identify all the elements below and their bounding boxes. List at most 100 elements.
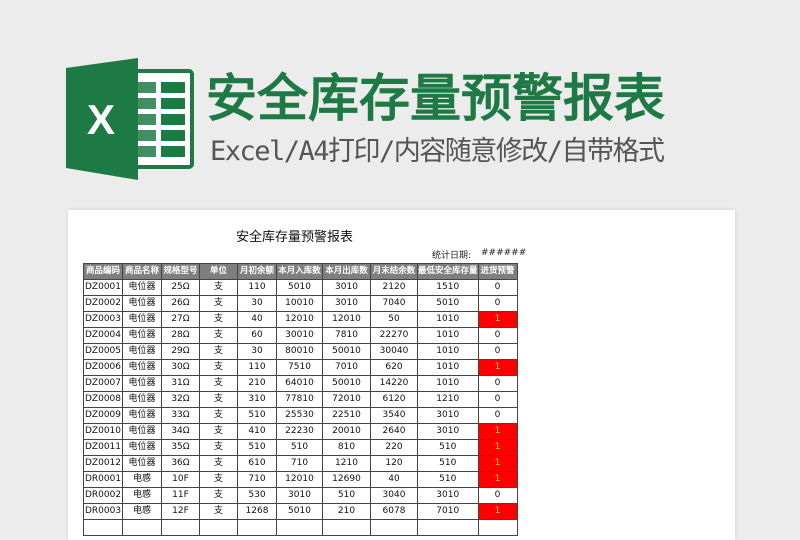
table-cell[interactable]: DR0001	[83, 471, 123, 488]
column-header[interactable]: 月末结余数	[370, 263, 418, 280]
table-cell[interactable]: 12010	[276, 471, 323, 488]
table-cell[interactable]	[370, 519, 418, 536]
table-cell[interactable]: 支	[199, 439, 238, 456]
warning-cell[interactable]: 0	[477, 279, 518, 296]
table-cell[interactable]: 1010	[417, 327, 479, 344]
table-cell[interactable]	[417, 519, 479, 536]
table-cell[interactable]: 支	[199, 503, 238, 520]
table-cell[interactable]: 50	[370, 311, 418, 328]
table-cell[interactable]: 26Ω	[161, 295, 200, 312]
warning-cell[interactable]: 1	[477, 439, 518, 456]
table-cell[interactable]: 64010	[276, 375, 323, 392]
table-cell[interactable]: 22510	[322, 407, 371, 424]
table-cell[interactable]: 1210	[322, 455, 371, 472]
table-cell[interactable]: 支	[199, 279, 238, 296]
table-cell[interactable]: 1010	[417, 359, 479, 376]
table-cell[interactable]	[199, 519, 238, 536]
table-cell[interactable]: 7010	[417, 503, 479, 520]
table-cell[interactable]: 31Ω	[161, 375, 200, 392]
warning-cell[interactable]: 0	[477, 487, 518, 504]
table-cell[interactable]: 310	[237, 391, 277, 408]
table-cell[interactable]: DZ0004	[83, 327, 123, 344]
table-cell[interactable]: 620	[370, 359, 418, 376]
table-cell[interactable]: 1268	[237, 503, 277, 520]
table-cell[interactable]: 电位器	[122, 439, 162, 456]
table-cell[interactable]: 29Ω	[161, 343, 200, 360]
column-header[interactable]: 规格型号	[161, 263, 200, 280]
table-cell[interactable]: 510	[417, 471, 479, 488]
table-cell[interactable]: 电位器	[122, 295, 162, 312]
table-cell[interactable]: 7510	[276, 359, 323, 376]
table-cell[interactable]: 710	[276, 455, 323, 472]
table-cell[interactable]: 110	[237, 359, 277, 376]
column-header[interactable]: 商品编码	[83, 263, 123, 280]
table-cell[interactable]: 28Ω	[161, 327, 200, 344]
table-cell[interactable]: 支	[199, 327, 238, 344]
table-cell[interactable]: 72010	[322, 391, 371, 408]
table-cell[interactable]: 1010	[417, 343, 479, 360]
table-cell[interactable]: 11F	[161, 487, 200, 504]
table-cell[interactable]: 电位器	[122, 311, 162, 328]
table-cell[interactable]: 7010	[322, 359, 371, 376]
table-cell[interactable]: 3540	[370, 407, 418, 424]
table-cell[interactable]: 77810	[276, 391, 323, 408]
table-cell[interactable]: DZ0003	[83, 311, 123, 328]
table-cell[interactable]: 510	[417, 439, 479, 456]
table-cell[interactable]: 40	[370, 471, 418, 488]
table-cell[interactable]: 1510	[417, 279, 479, 296]
table-cell[interactable]: 电位器	[122, 279, 162, 296]
column-header[interactable]: 商品名称	[122, 263, 162, 280]
table-cell[interactable]: 30	[237, 343, 277, 360]
table-cell[interactable]	[237, 519, 277, 536]
table-cell[interactable]: 3010	[322, 279, 371, 296]
table-cell[interactable]: 3010	[417, 407, 479, 424]
column-header[interactable]: 月初余额	[237, 263, 277, 280]
table-cell[interactable]: 25Ω	[161, 279, 200, 296]
warning-cell[interactable]: 1	[477, 311, 518, 328]
table-cell[interactable]: 1010	[417, 375, 479, 392]
table-cell[interactable]: 12F	[161, 503, 200, 520]
table-cell[interactable]: 30	[237, 295, 277, 312]
warning-cell[interactable]: 1	[477, 503, 518, 520]
table-cell[interactable]: 810	[322, 439, 371, 456]
table-cell[interactable]: 支	[199, 375, 238, 392]
table-cell[interactable]: 22230	[276, 423, 323, 440]
table-cell[interactable]: 510	[417, 455, 479, 472]
table-cell[interactable]: 32Ω	[161, 391, 200, 408]
table-cell[interactable]: 530	[237, 487, 277, 504]
table-cell[interactable]: 3040	[370, 487, 418, 504]
table-cell[interactable]: 12690	[322, 471, 371, 488]
table-cell[interactable]: 210	[237, 375, 277, 392]
table-cell[interactable]	[322, 519, 371, 536]
warning-cell[interactable]: 0	[477, 375, 518, 392]
warning-cell[interactable]: 0	[477, 327, 518, 344]
table-cell[interactable]: DZ0010	[83, 423, 123, 440]
table-cell[interactable]: 12010	[322, 311, 371, 328]
table-cell[interactable]: 6078	[370, 503, 418, 520]
table-cell[interactable]: 22270	[370, 327, 418, 344]
table-cell[interactable]: 60	[237, 327, 277, 344]
table-cell[interactable]: 6120	[370, 391, 418, 408]
table-cell[interactable]	[477, 519, 518, 536]
table-cell[interactable]: 7040	[370, 295, 418, 312]
table-cell[interactable]: DZ0011	[83, 439, 123, 456]
table-cell[interactable]: 支	[199, 391, 238, 408]
table-cell[interactable]: 5010	[276, 279, 323, 296]
table-cell[interactable]: 电位器	[122, 423, 162, 440]
table-cell[interactable]: DZ0008	[83, 391, 123, 408]
column-header[interactable]: 进货预警	[477, 263, 518, 280]
table-cell[interactable]: 电位器	[122, 375, 162, 392]
table-cell[interactable]: 电位器	[122, 359, 162, 376]
table-cell[interactable]: 510	[276, 439, 323, 456]
table-cell[interactable]: 50010	[322, 375, 371, 392]
warning-cell[interactable]: 0	[477, 407, 518, 424]
table-cell[interactable]: 410	[237, 423, 277, 440]
table-cell[interactable]: 220	[370, 439, 418, 456]
warning-cell[interactable]: 1	[477, 359, 518, 376]
table-cell[interactable]: 30010	[276, 327, 323, 344]
table-cell[interactable]: 33Ω	[161, 407, 200, 424]
table-cell[interactable]: 5010	[276, 503, 323, 520]
column-header[interactable]: 最低安全库存量	[417, 263, 479, 280]
table-cell[interactable]: 支	[199, 455, 238, 472]
table-cell[interactable]: 10F	[161, 471, 200, 488]
